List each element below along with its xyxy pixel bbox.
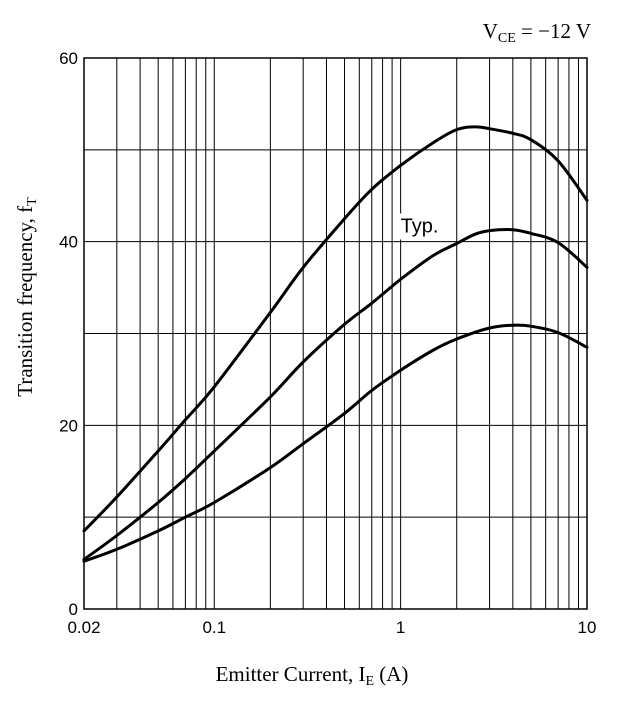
plot-series [82,125,589,563]
series-line-typical [82,228,589,561]
x-axis-label: Emitter Current, IE (A) [216,662,409,689]
tick-labels: 0.02 0.1 1 10 0 20 40 60 [59,49,596,637]
y-axis-label-sub: T [25,197,40,206]
y-axis-label: Transition frequency, fT [13,197,40,397]
x-axis-label-main: Emitter Current, I [216,662,366,686]
x-tick-label: 1 [396,618,405,637]
x-axis-label-sub: E [365,674,374,689]
x-tick-label: 0.02 [67,618,100,637]
y-tick-label: 60 [59,49,78,68]
y-axis-label-main: Transition frequency, f [13,206,37,397]
x-tick-label: 10 [578,618,597,637]
typical-annotation-text: Typ. [401,215,439,237]
x-tick-label: 0.1 [202,618,226,637]
x-axis-label-unit: (A) [374,662,408,686]
y-tick-label: 0 [69,600,78,619]
condition-v: V [483,19,498,43]
y-tick-label: 20 [59,416,78,435]
condition-label: VCE = −12 V [483,19,591,46]
series-line-lower [82,323,589,563]
typical-annotation-bg [398,213,449,240]
series-line-upper [82,125,589,533]
plot-frame [83,57,588,610]
y-tick-label: 40 [59,233,78,252]
typical-annotation: Typ. [398,213,449,240]
plot-grid [84,58,587,609]
condition-sub: CE [498,31,516,46]
condition-value: = −12 V [516,19,591,43]
